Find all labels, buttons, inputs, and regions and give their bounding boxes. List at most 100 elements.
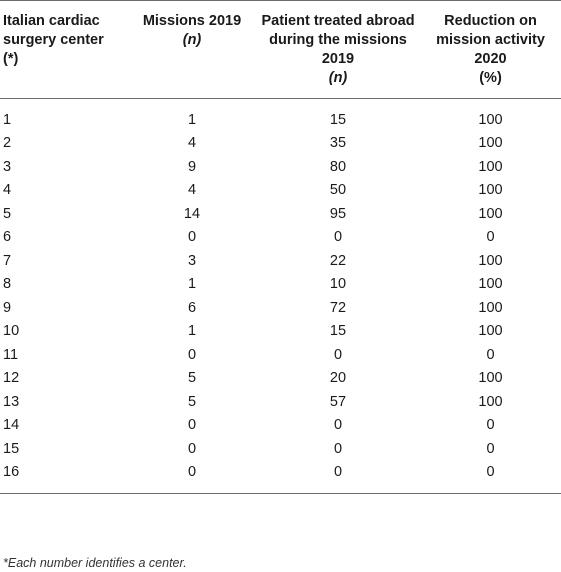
header-reduction: Reduction on mission activity 2020 (%) bbox=[420, 0, 561, 99]
cell-missions: 1 bbox=[187, 323, 197, 340]
cell-center: 7 bbox=[3, 252, 12, 269]
cell-missions: 5 bbox=[187, 370, 197, 387]
table-row: 2 4 35 100 bbox=[0, 132, 561, 156]
cell-center: 4 bbox=[3, 182, 12, 199]
cell-reduction: 0 bbox=[486, 417, 495, 434]
cell-patients: 10 bbox=[329, 276, 347, 293]
cell-center: 10 bbox=[3, 323, 20, 340]
cell-center: 8 bbox=[3, 276, 12, 293]
cell-missions: 14 bbox=[183, 205, 201, 222]
cell-patients: 0 bbox=[333, 417, 343, 434]
cell-center: 15 bbox=[3, 440, 20, 457]
header-missions-unit: (n) bbox=[182, 32, 202, 48]
table-row: 16 0 0 0 bbox=[0, 460, 561, 494]
cell-reduction: 100 bbox=[478, 393, 503, 410]
table-footnote: *Each number identifies a center. bbox=[3, 556, 187, 570]
cell-center: 5 bbox=[3, 205, 12, 222]
cell-missions: 5 bbox=[187, 393, 197, 410]
cell-patients: 15 bbox=[329, 323, 347, 340]
header-row: Italian cardiac surgery center (*) Missi… bbox=[0, 0, 561, 99]
table-row: 8 1 10 100 bbox=[0, 273, 561, 297]
header-patients-line: 2019 bbox=[321, 51, 355, 67]
table-row: 4 4 50 100 bbox=[0, 179, 561, 203]
table-row: 12 5 20 100 bbox=[0, 367, 561, 391]
cell-reduction: 0 bbox=[486, 346, 495, 363]
cell-patients: 15 bbox=[329, 111, 347, 128]
cell-reduction: 100 bbox=[478, 135, 503, 152]
header-reduction-line: Reduction on bbox=[444, 13, 537, 29]
cell-missions: 1 bbox=[187, 276, 197, 293]
table-row: 5 14 95 100 bbox=[0, 202, 561, 226]
table-row: 3 9 80 100 bbox=[0, 155, 561, 179]
cell-patients: 0 bbox=[256, 460, 420, 494]
cell-center: 9 bbox=[3, 299, 12, 316]
cell-missions: 0 bbox=[187, 440, 197, 457]
cell-missions: 1 bbox=[187, 111, 197, 128]
cell-missions: 3 bbox=[187, 252, 197, 269]
cell-patients: 0 bbox=[333, 440, 343, 457]
cell-center: 1 bbox=[3, 111, 12, 128]
table-row: 14 0 0 0 bbox=[0, 414, 561, 438]
cell-center: 11 bbox=[3, 346, 19, 363]
cell-reduction: 100 bbox=[478, 370, 503, 387]
cell-center: 14 bbox=[3, 417, 20, 434]
cell-reduction: 100 bbox=[478, 205, 503, 222]
table-row: 9 6 72 100 bbox=[0, 296, 561, 320]
cell-patients: 0 bbox=[333, 346, 343, 363]
data-table: Italian cardiac surgery center (*) Missi… bbox=[0, 0, 561, 494]
cell-center: 6 bbox=[3, 229, 12, 246]
table-row: 10 1 15 100 bbox=[0, 320, 561, 344]
header-patients-line: Patient treated abroad bbox=[261, 13, 415, 29]
cell-missions: 0 bbox=[128, 460, 256, 494]
header-center-line: Italian cardiac bbox=[3, 13, 100, 29]
table-row: 15 0 0 0 bbox=[0, 437, 561, 461]
cell-missions: 0 bbox=[187, 229, 197, 246]
cell-center: 16 bbox=[0, 460, 128, 494]
header-patients: Patient treated abroad during the missio… bbox=[256, 0, 420, 99]
cell-reduction: 0 bbox=[420, 460, 561, 494]
cell-patients: 20 bbox=[329, 370, 347, 387]
header-patients-line: during the missions bbox=[269, 32, 407, 48]
cell-missions: 4 bbox=[187, 182, 197, 199]
header-missions: Missions 2019 (n) bbox=[128, 0, 256, 99]
table-header: Italian cardiac surgery center (*) Missi… bbox=[0, 0, 561, 99]
cell-center: 13 bbox=[3, 393, 20, 410]
header-reduction-unit: (%) bbox=[479, 70, 502, 86]
cell-patients: 57 bbox=[329, 393, 347, 410]
cell-patients: 72 bbox=[329, 299, 347, 316]
header-reduction-line: 2020 bbox=[474, 51, 507, 67]
cell-reduction: 100 bbox=[478, 182, 503, 199]
header-missions-line: Missions 2019 bbox=[142, 13, 242, 29]
header-center: Italian cardiac surgery center (*) bbox=[0, 0, 128, 99]
header-reduction-line: mission activity bbox=[436, 32, 545, 48]
cell-missions: 6 bbox=[187, 299, 197, 316]
cell-missions: 4 bbox=[187, 135, 197, 152]
cell-missions: 0 bbox=[187, 346, 197, 363]
cell-reduction: 100 bbox=[478, 158, 503, 175]
cell-reduction: 100 bbox=[478, 276, 503, 293]
cell-center: 2 bbox=[3, 135, 12, 152]
cell-reduction: 100 bbox=[478, 111, 503, 128]
cell-center: 3 bbox=[3, 158, 12, 175]
cell-reduction: 100 bbox=[478, 323, 503, 340]
cell-reduction: 0 bbox=[486, 440, 495, 457]
table-row: 6 0 0 0 bbox=[0, 226, 561, 250]
table-row: 1 1 15 100 bbox=[0, 99, 561, 132]
header-patients-unit: (n) bbox=[328, 70, 348, 86]
cell-reduction: 100 bbox=[478, 299, 503, 316]
cell-patients: 0 bbox=[333, 229, 343, 246]
cell-center: 12 bbox=[3, 370, 20, 387]
table-body: 1 1 15 100 2 4 35 100 3 9 80 100 4 4 50 100 5 14 95 100… bbox=[0, 99, 561, 494]
cell-patients: 22 bbox=[329, 252, 347, 269]
table-row: 7 3 22 100 bbox=[0, 249, 561, 273]
cell-reduction: 100 bbox=[478, 252, 503, 269]
table-row: 13 5 57 100 bbox=[0, 390, 561, 414]
header-center-line: surgery center bbox=[3, 32, 104, 48]
cell-patients: 50 bbox=[329, 182, 347, 199]
table-row: 11 0 0 0 bbox=[0, 343, 561, 367]
cell-patients: 80 bbox=[329, 158, 347, 175]
cell-patients: 35 bbox=[329, 135, 347, 152]
cell-patients: 95 bbox=[329, 205, 347, 222]
header-center-line: (*) bbox=[3, 51, 19, 67]
cell-missions: 0 bbox=[187, 417, 197, 434]
